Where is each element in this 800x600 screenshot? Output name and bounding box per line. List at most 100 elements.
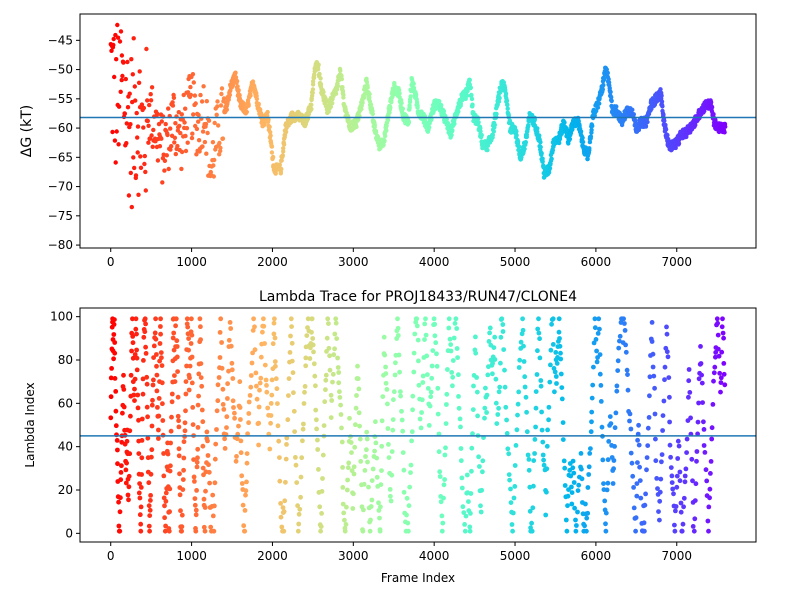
lambda-point	[701, 419, 706, 425]
lambda-point	[213, 441, 219, 447]
lambda-point	[135, 405, 141, 411]
dg-point	[196, 119, 201, 124]
lambda-point	[289, 340, 295, 346]
lambda-point	[268, 401, 274, 406]
dg-point	[163, 121, 168, 127]
lambda-point	[243, 488, 249, 494]
lambda-point	[630, 473, 636, 479]
dg-point	[360, 100, 365, 106]
dg-point	[157, 144, 163, 149]
lambda-point	[493, 376, 499, 382]
lambda-point	[238, 417, 243, 422]
dg-point	[142, 161, 147, 167]
dg-point	[646, 111, 652, 117]
dg-point	[134, 110, 139, 116]
lambda-point	[112, 376, 118, 381]
dg-point	[614, 104, 619, 109]
dg-point	[283, 129, 289, 134]
lambda-point	[295, 503, 300, 509]
lambda-point	[184, 363, 190, 369]
lambda-point	[310, 342, 316, 348]
lambda-point	[193, 507, 199, 513]
lambda-point	[168, 440, 174, 446]
lambda-point	[452, 321, 458, 326]
dg-point	[604, 67, 609, 72]
lambda-point	[659, 452, 665, 457]
lambda-point	[147, 528, 153, 534]
lambda-point	[357, 436, 363, 442]
lambda-point	[356, 410, 362, 416]
lambda-point	[574, 523, 579, 528]
dg-point	[165, 132, 170, 138]
lambda-point	[416, 382, 422, 388]
lambda-point	[591, 364, 596, 370]
dg-point	[494, 111, 499, 117]
lambda-point	[684, 436, 690, 442]
lambda-point	[706, 504, 712, 510]
lambda-point	[240, 502, 246, 508]
dg-point	[236, 88, 241, 93]
lambda-point	[500, 322, 506, 327]
lambda-point	[322, 399, 328, 405]
lambda-point	[650, 364, 656, 370]
dg-point	[146, 123, 151, 128]
dg-point	[137, 69, 142, 74]
lambda-point	[594, 348, 599, 354]
lambda-point	[589, 409, 595, 415]
lambda-point	[258, 354, 264, 360]
dg-point	[439, 103, 444, 108]
dg-point	[138, 165, 144, 170]
lambda-point	[701, 427, 707, 432]
dg-point	[133, 98, 138, 103]
lambda-point	[704, 478, 710, 484]
lambda-point	[432, 321, 438, 327]
dg-point	[130, 72, 135, 77]
lambda-plot-title: Lambda Trace for PROJ18433/RUN47/CLONE4	[259, 289, 577, 305]
lambda-point	[234, 436, 240, 442]
dg-point	[254, 96, 260, 102]
lambda-point	[638, 495, 644, 501]
lambda-point	[358, 459, 364, 464]
dg-point	[485, 147, 490, 153]
lambda-point	[379, 468, 384, 473]
lambda-point	[458, 458, 464, 464]
lambda-point	[558, 356, 564, 362]
lambda-point	[494, 421, 500, 426]
lambda-point	[526, 457, 532, 462]
lambda-point	[556, 329, 562, 335]
dg-point	[136, 80, 142, 86]
dg-point	[203, 121, 209, 127]
lambda-point	[445, 367, 450, 372]
lambda-point	[340, 501, 346, 507]
lambda-point	[504, 417, 509, 423]
dg-point	[309, 97, 314, 103]
lambda-point	[385, 401, 390, 407]
lambda-point	[224, 414, 230, 420]
lambda-point	[212, 456, 218, 462]
lambda-point	[289, 324, 294, 329]
lambda-point	[214, 427, 219, 432]
lambda-point	[112, 350, 118, 356]
lambda-point	[326, 321, 331, 326]
dg-point	[340, 85, 345, 90]
lambda-point	[183, 408, 188, 414]
lambda-point	[546, 417, 551, 423]
lambda-point	[400, 428, 406, 434]
lambda-point	[468, 491, 474, 496]
lambda-point	[130, 334, 136, 339]
lambda-point	[406, 503, 412, 509]
lambda-point	[405, 520, 411, 526]
dg-point	[267, 124, 272, 130]
lambda-point	[254, 396, 260, 402]
y-tick-label: −65	[48, 150, 73, 164]
dg-point	[149, 133, 154, 138]
lambda-point	[338, 402, 343, 408]
lambda-point	[274, 386, 280, 392]
lambda-point	[690, 478, 695, 484]
lambda-point	[628, 426, 634, 432]
lambda-point	[206, 469, 212, 475]
lambda-point	[512, 484, 518, 489]
lambda-point	[429, 375, 435, 381]
lambda-point	[194, 464, 200, 470]
lambda-point	[642, 502, 648, 508]
